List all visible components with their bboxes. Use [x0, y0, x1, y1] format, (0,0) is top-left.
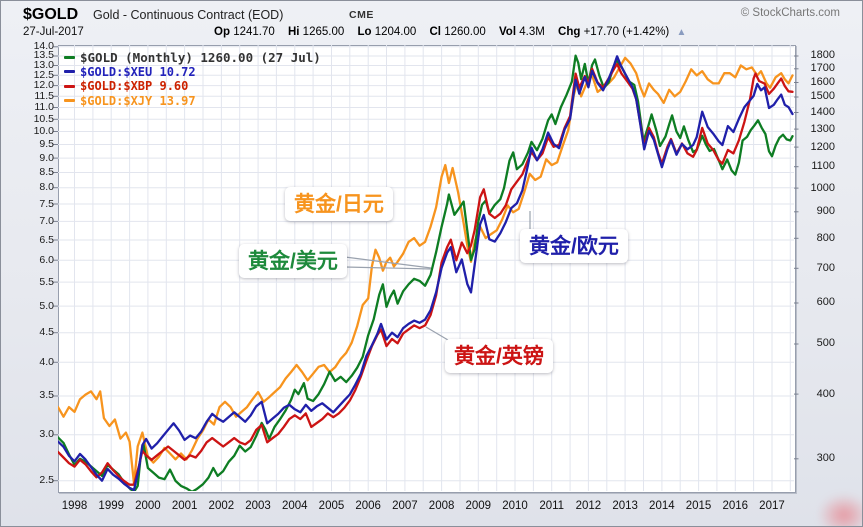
x-axis-tick: 2008 — [428, 500, 455, 512]
legend-item-gold-xjy: $GOLD:$XJY 13.97 — [64, 94, 321, 109]
left-axis-tick: 3.5 — [39, 389, 54, 402]
right-axis-tick: 500 — [816, 337, 835, 350]
annotation-gold-euro: 黄金/欧元 — [520, 229, 628, 263]
exchange-label: CME — [349, 9, 374, 21]
low-value: 1204.00 — [374, 26, 417, 38]
annotation-gold-usd: 黄金/美元 — [239, 244, 347, 278]
gold-xbp-line-swatch — [64, 84, 75, 88]
x-axis-tick: 2000 — [135, 500, 161, 512]
open-label: Op — [214, 26, 230, 38]
right-axis-tick: 1300 — [810, 122, 835, 135]
right-axis-tick: 1100 — [811, 160, 835, 173]
x-axis-tick: 2011 — [539, 500, 565, 512]
x-axis-tick: 2003 — [245, 500, 271, 512]
right-axis-tick: 1400 — [810, 105, 835, 118]
x-axis-tick: 1998 — [61, 500, 88, 512]
left-axis-tick: 11.5 — [34, 89, 54, 102]
right-axis-tick: 1600 — [810, 75, 835, 88]
legend-label: $GOLD:$XJY 13.97 — [80, 93, 196, 108]
high-label: Hi — [287, 26, 300, 38]
x-axis-tick: 2016 — [722, 500, 749, 512]
left-axis-tick: 7.0 — [39, 214, 54, 227]
x-axis-tick: 2004 — [281, 500, 308, 512]
right-axis-tick: 1500 — [810, 90, 835, 103]
right-axis-tick: 300 — [816, 452, 835, 465]
left-axis-tick: 8.0 — [39, 181, 54, 194]
chart-legend: $GOLD (Monthly) 1260.00 (27 Jul) $GOLD:$… — [64, 50, 321, 108]
left-axis-tick: 5.5 — [39, 275, 54, 288]
right-axis-tick: 800 — [816, 231, 835, 244]
x-axis-tick: 2014 — [649, 500, 675, 512]
left-axis-tick: 6.5 — [39, 233, 54, 246]
right-axis-tick: 400 — [816, 387, 835, 400]
chart-date: 27-Jul-2017 — [23, 26, 84, 38]
left-axis-tick: 8.5 — [39, 165, 54, 178]
x-axis-tick: 2010 — [502, 500, 528, 512]
ohlc-quote-bar: Op 1241.70 Hi 1265.00 Lo 1204.00 Cl 1260… — [214, 26, 686, 38]
left-axis-tick: 10.0 — [33, 125, 54, 138]
change-value: +17.70 (+1.42%) — [583, 26, 670, 38]
left-axis-tick: 14.0 — [33, 40, 54, 53]
right-axis-tick: 600 — [816, 296, 835, 309]
left-axis-tick: 11.0 — [34, 101, 54, 114]
legend-label: $GOLD:$XBP 9.60 — [80, 79, 189, 94]
left-axis-tick: 4.0 — [39, 355, 54, 368]
right-axis-tick: 1000 — [810, 181, 835, 194]
x-axis-tick: 2007 — [392, 500, 418, 512]
gold-xeu-line-swatch — [64, 70, 75, 74]
up-triangle-icon: ▲ — [676, 27, 687, 38]
left-axis-tick: 13.5 — [33, 49, 54, 62]
left-axis-tick: 3.0 — [39, 428, 54, 441]
chart-title: Gold - Continuous Contract (EOD) — [93, 8, 284, 22]
x-axis-tick: 2012 — [575, 500, 602, 512]
volume-label: Vol — [498, 26, 517, 38]
x-axis-tick: 2013 — [612, 500, 638, 512]
gold-xjy-line-swatch — [64, 99, 75, 103]
low-label: Lo — [357, 26, 372, 38]
plot-area — [58, 45, 796, 493]
left-axis-tick: 5.0 — [39, 299, 54, 312]
open-value: 1241.70 — [233, 26, 275, 38]
left-axis-tick: 4.5 — [39, 326, 54, 339]
gold-line-swatch — [64, 55, 75, 59]
stockcharts-watermark: © StockCharts.com — [740, 7, 840, 19]
x-axis-tick: 2015 — [685, 500, 712, 512]
left-axis-tick: 9.0 — [39, 151, 54, 164]
left-axis-tick: 13.0 — [33, 58, 54, 71]
x-axis-tick: 2002 — [208, 500, 235, 512]
change-label: Chg — [558, 26, 581, 38]
legend-item-gold: $GOLD (Monthly) 1260.00 (27 Jul) — [64, 50, 321, 65]
left-axis-tick: 9.5 — [39, 137, 54, 150]
high-value: 1265.00 — [302, 26, 345, 38]
right-axis-tick: 700 — [816, 261, 835, 274]
red-corner-smudge — [818, 494, 862, 526]
legend-item-gold-xbp: $GOLD:$XBP 9.60 — [64, 79, 321, 94]
right-axis-tick: 900 — [816, 205, 835, 218]
x-axis-tick: 1999 — [98, 500, 125, 512]
x-axis-tick: 2001 — [171, 500, 198, 512]
close-label: Cl — [429, 26, 442, 38]
legend-item-gold-xeu: $GOLD:$XEU 10.72 — [64, 65, 321, 80]
annotation-gold-pound: 黄金/英镑 — [445, 339, 553, 373]
x-axis-tick: 2006 — [355, 500, 381, 512]
left-axis-tick: 2.5 — [39, 474, 54, 487]
x-axis-tick: 2017 — [759, 500, 785, 512]
left-axis-tick: 10.5 — [33, 112, 54, 125]
right-axis-tick: 1800 — [810, 49, 835, 62]
volume-value: 4.3M — [519, 26, 545, 38]
left-axis-tick: 12.5 — [33, 68, 54, 81]
legend-label: $GOLD:$XEU 10.72 — [80, 64, 196, 79]
close-value: 1260.00 — [444, 26, 486, 38]
x-axis-tick: 2009 — [465, 500, 492, 512]
left-axis-tick: 6.0 — [39, 253, 54, 266]
symbol-label: $GOLD — [23, 6, 79, 23]
left-axis-tick: 7.5 — [39, 197, 54, 210]
right-axis-tick: 1200 — [810, 140, 835, 153]
right-axis-tick: 1700 — [810, 62, 835, 75]
annotation-gold-yen: 黄金/日元 — [285, 187, 393, 221]
x-axis-tick: 2005 — [318, 500, 345, 512]
legend-label: $GOLD (Monthly) 1260.00 (27 Jul) — [80, 49, 321, 65]
left-axis-tick: 12.0 — [33, 79, 54, 92]
